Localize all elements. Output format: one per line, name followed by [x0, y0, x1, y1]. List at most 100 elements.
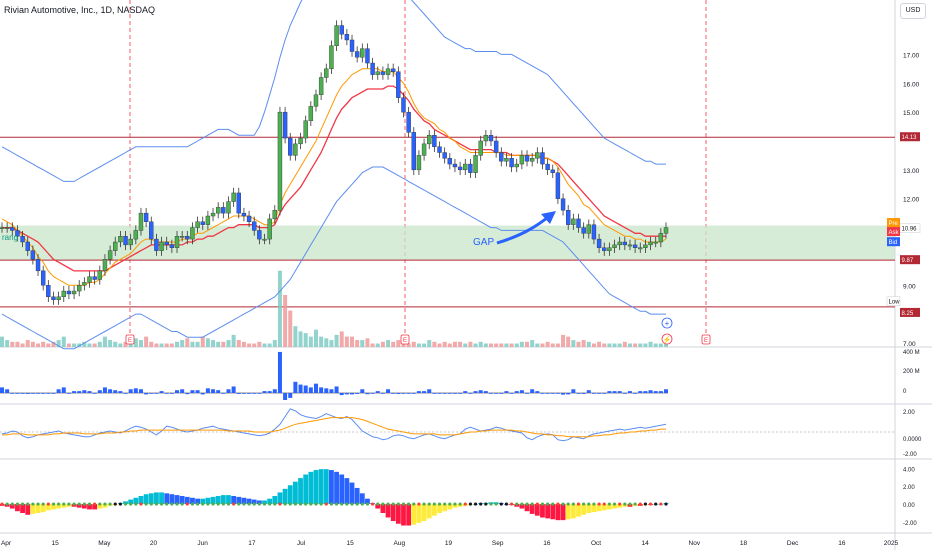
squeeze-dot [453, 502, 457, 506]
candle-body [329, 45, 334, 70]
volume-histogram-bar [643, 391, 648, 393]
volume-bar [432, 341, 437, 347]
volume-bar [211, 340, 216, 347]
volume-histogram-bar [411, 393, 416, 394]
momentum-bar [220, 495, 226, 505]
candle-body [581, 227, 586, 234]
volume-histogram-bar [581, 393, 586, 394]
squeeze-dot [479, 502, 483, 506]
volume-bar [15, 341, 20, 347]
squeeze-dot [93, 502, 97, 506]
candle-body [20, 236, 25, 243]
volume-bar [205, 338, 210, 347]
momentum-bar [292, 481, 298, 505]
volume-histogram-bar [416, 391, 421, 393]
volume-histogram-bar [308, 387, 313, 393]
momentum-bar [421, 504, 427, 522]
momentum-tick-label: -2.00 [903, 521, 917, 527]
volume-histogram-bar [550, 393, 555, 394]
volume-bar [10, 341, 15, 347]
volume-histogram-bar [293, 381, 298, 393]
volume-bar [118, 343, 123, 347]
squeeze-dot [154, 502, 159, 506]
volume-bar [272, 340, 277, 347]
squeeze-dot [412, 502, 416, 506]
momentum-bar [586, 504, 592, 513]
momentum-bar [313, 470, 319, 505]
squeeze-dot [499, 502, 503, 506]
volume-bar [82, 341, 87, 347]
volume-bar [514, 343, 519, 347]
squeeze-dot [576, 502, 581, 506]
squeeze-dot [654, 502, 658, 506]
volume-bar [25, 340, 30, 347]
volume-histogram-bar [25, 393, 30, 394]
price-badge-label: 10.96 [902, 227, 918, 233]
volume-histogram-bar [576, 393, 581, 394]
volume-bar [653, 343, 658, 347]
squeeze-dot [252, 502, 256, 506]
candle-body [272, 210, 278, 220]
momentum-bar [524, 504, 530, 512]
squeeze-dot [185, 502, 189, 506]
momentum-bar [303, 474, 309, 505]
volume-histogram-bar [452, 393, 457, 394]
candle-body [638, 247, 643, 250]
bollinger-lower-line [1, 166, 666, 350]
event-markers[interactable]: E E E + ⚡ [125, 317, 711, 345]
squeeze-dot [648, 502, 653, 506]
candle-body [25, 241, 30, 251]
momentum-bar [159, 492, 164, 505]
squeeze-dot [319, 502, 323, 506]
squeeze-dot [396, 502, 400, 506]
candle-body [210, 212, 216, 217]
squeeze-dot [556, 502, 560, 506]
candle-body [519, 155, 525, 165]
earnings-marker-icon[interactable]: E [400, 334, 410, 345]
squeeze-dot [103, 502, 107, 506]
volume-histogram-bar [530, 389, 535, 393]
squeeze-dot [633, 502, 637, 506]
momentum-tick-label: 4.00 [903, 467, 915, 473]
volume-bar [638, 343, 643, 347]
momentum-bar [76, 504, 82, 508]
volume-bar [509, 343, 514, 347]
time-axis: Apr 15 May 20 Jun 17 Jul 15 Aug 19 Sep 16 Oct 14 Nov 18… [1, 540, 899, 547]
oscillator-tick-label: 0.0000 [903, 437, 922, 443]
volume-histogram-bar [478, 390, 483, 393]
candle-body [571, 218, 576, 225]
squeeze-dot [139, 502, 143, 506]
squeeze-dot [118, 502, 122, 506]
momentum-tick-label: 2.00 [903, 485, 915, 491]
volume-histogram-bar [658, 391, 663, 393]
earnings-marker-icon[interactable]: E [701, 334, 711, 345]
candles[interactable] [0, 20, 669, 305]
volume-bar [627, 343, 632, 347]
volume-histogram-bar [499, 393, 504, 394]
time-tick-label: 14 [642, 540, 650, 547]
candle-body [71, 290, 77, 295]
volume-tick-label: 0 [903, 389, 907, 395]
squeeze-dot [273, 502, 277, 506]
volume-histogram-bar [205, 388, 210, 393]
candle-body [288, 137, 293, 156]
volume-histogram-bar [108, 389, 113, 393]
oscillator-tick-label: 2.00 [903, 410, 915, 416]
candle-body [205, 215, 211, 225]
volume-bar [411, 341, 416, 347]
volume-bar [344, 336, 349, 347]
squeeze-dot [566, 502, 570, 506]
price-badge-label: Ask [889, 230, 900, 236]
candle-body [324, 68, 329, 78]
momentum-bar [576, 504, 581, 517]
candle-body [87, 276, 92, 283]
currency-selector[interactable]: USD [900, 3, 926, 19]
candle-body [236, 192, 241, 214]
volume-histogram-bar [144, 393, 149, 395]
earnings-marker-icon[interactable]: E [125, 334, 135, 345]
volume-histogram-bar [509, 393, 514, 394]
volume-histogram-bar [313, 383, 318, 393]
volume-bar [468, 341, 473, 347]
price-badge-label: 14.13 [902, 135, 918, 141]
